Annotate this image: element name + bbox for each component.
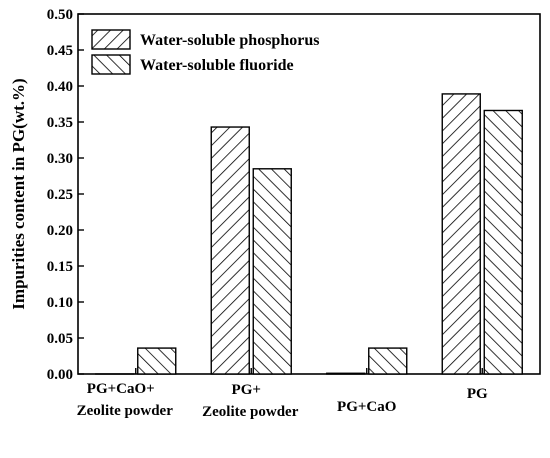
- bar: [441, 93, 481, 375]
- bars: [95, 93, 523, 375]
- y-tick-label: 0.50: [47, 7, 73, 23]
- x-category-label: Zeolite powder: [77, 403, 174, 419]
- y-tick-label: 0.00: [47, 367, 73, 383]
- bar: [252, 168, 292, 375]
- bar: [210, 126, 250, 375]
- y-tick-label: 0.20: [47, 223, 73, 239]
- y-tick-label: 0.10: [47, 295, 73, 311]
- bar: [137, 347, 177, 375]
- y-tick-label: 0.35: [47, 115, 73, 131]
- legend-swatch: [91, 54, 131, 75]
- y-tick-label: 0.25: [47, 187, 73, 203]
- y-tick-label: 0.45: [47, 43, 73, 59]
- bar: [483, 109, 523, 375]
- legend-label: Water-soluble phosphorus: [140, 32, 319, 49]
- legend: Water-soluble phosphorus Water-soluble fl…: [91, 29, 319, 75]
- bar: [326, 372, 366, 375]
- y-tick-label: 0.30: [47, 151, 73, 167]
- x-category-label: PG+CaO: [337, 399, 396, 415]
- legend-swatch: [91, 29, 131, 50]
- x-category-label: PG+CaO+: [87, 381, 155, 397]
- y-tick-label: 0.40: [47, 79, 73, 95]
- x-category-label: Zeolite powder: [202, 404, 299, 420]
- y-tick-label: 0.15: [47, 259, 73, 275]
- y-tick-label: 0.05: [47, 331, 73, 347]
- bar: [368, 347, 408, 375]
- legend-label: Water-soluble fluoride: [140, 57, 294, 74]
- y-axis-title: Impurities content in PG(wt.%): [9, 78, 28, 309]
- x-axis-category-labels: PG+CaO+ Zeolite powder PG+ Zeolite powder PG…: [77, 381, 488, 420]
- y-axis-ticks: 0.00 0.05 0.10 0.15 0.20 0.25 0.30 0.35 0.40 0.45…: [47, 7, 84, 383]
- x-category-label: PG+: [232, 382, 261, 398]
- x-category-label: PG: [467, 386, 488, 402]
